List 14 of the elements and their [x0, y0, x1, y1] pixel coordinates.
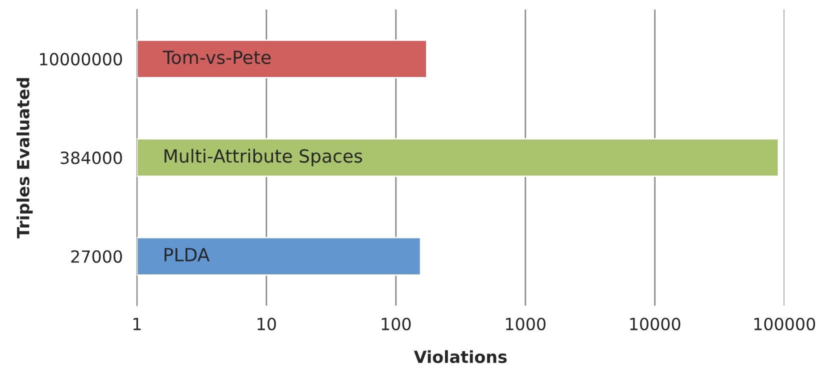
annotation: Tom-vs-Pete	[162, 50, 271, 64]
x-tick-label: 100000	[754, 318, 816, 330]
y-tick-label: 10000000	[40, 52, 122, 66]
x-axis-title: Violations	[414, 350, 507, 364]
annotation: Multi-Attribute Spaces	[164, 148, 362, 166]
annotation: PLDA	[164, 248, 210, 262]
x-tick-label: 10000	[630, 318, 680, 330]
y-axis-title: Triples Evaluated	[16, 78, 33, 238]
x-tick-label: 100	[382, 318, 411, 330]
x-tick-label: 10	[258, 318, 276, 330]
y-tick-label: 384000	[60, 152, 122, 164]
x-tick-label: 1	[133, 318, 141, 330]
y-tick-label: 27000	[71, 250, 122, 263]
x-tick-label: 1000	[506, 318, 546, 330]
